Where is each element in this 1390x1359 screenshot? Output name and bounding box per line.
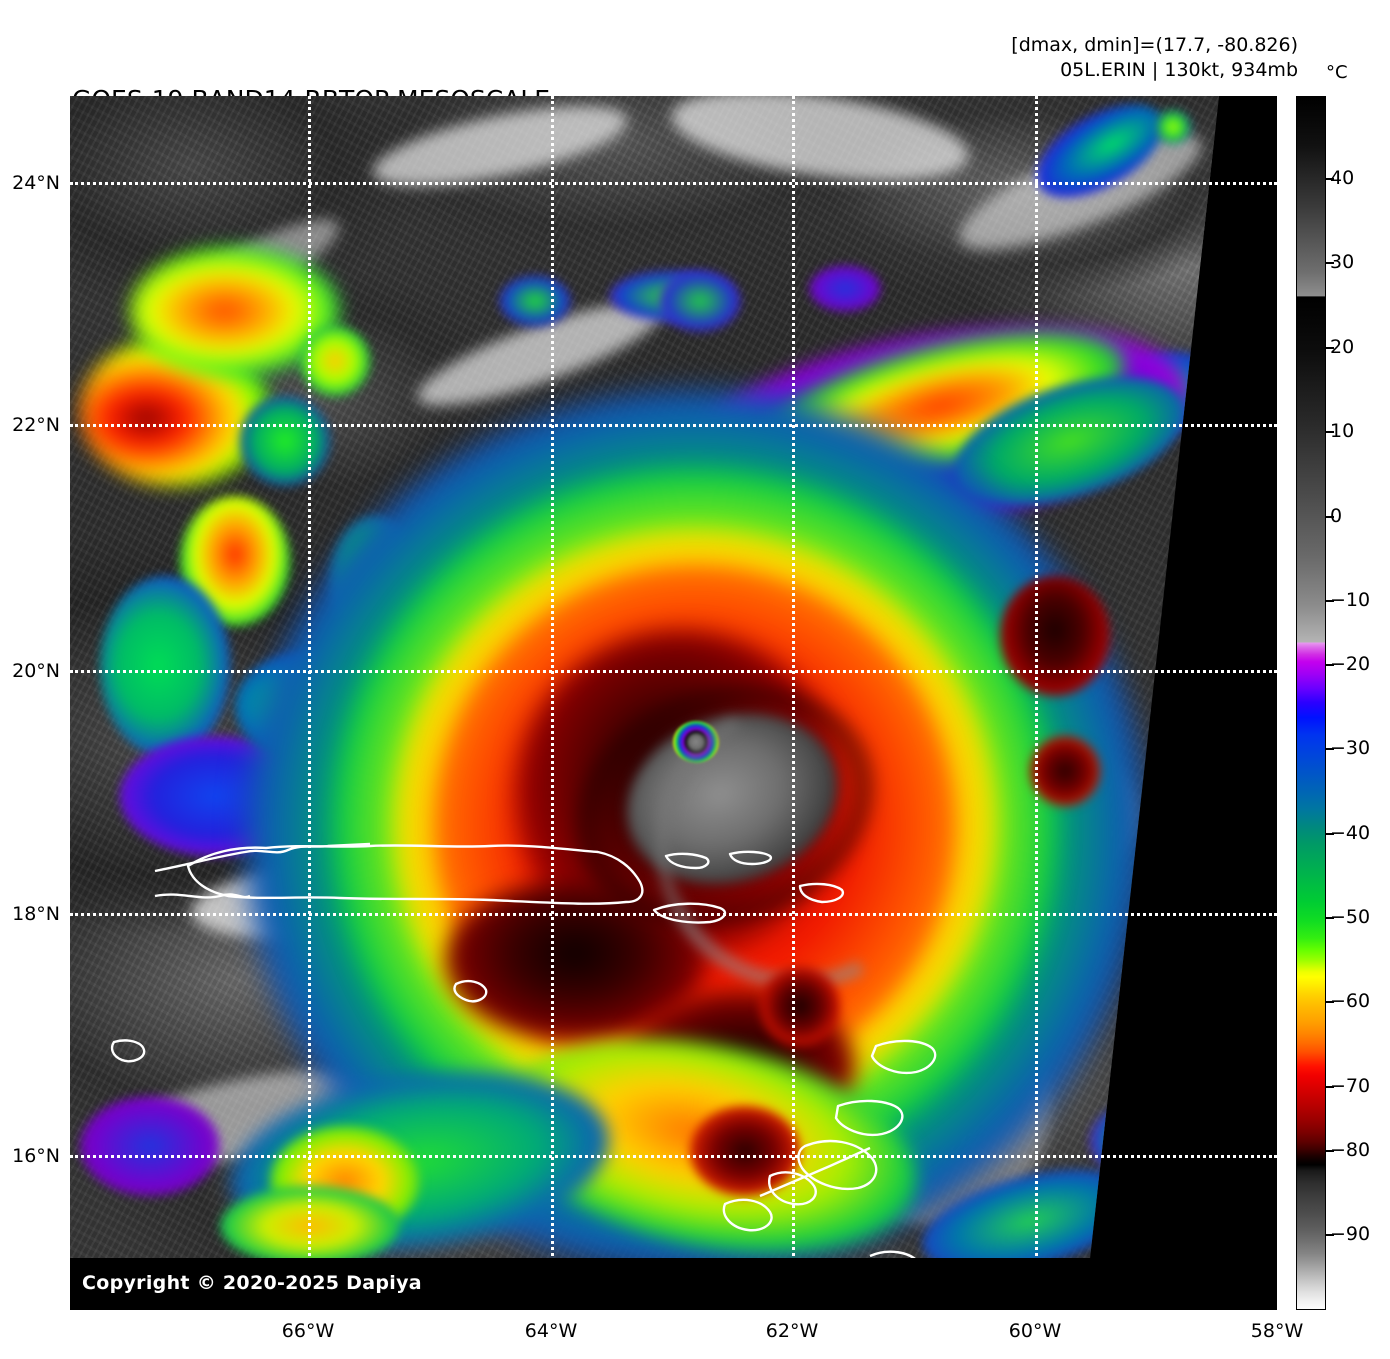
colorbar-tick-label-m10: −10 xyxy=(1330,589,1371,611)
colorbar-tick-mark xyxy=(1326,664,1334,666)
colorbar-tick-label-m80: −80 xyxy=(1330,1139,1371,1161)
colorbar-tick-mark xyxy=(1326,178,1334,180)
storm-eye-center xyxy=(673,721,719,763)
convective-cell xyxy=(1000,576,1110,696)
colorbar-tick-mark xyxy=(1326,833,1334,835)
lon-tick-label-58: 58°W xyxy=(1250,1320,1304,1342)
lon-tick-label-60: 60°W xyxy=(1008,1320,1062,1342)
lon-tick-label-66: 66°W xyxy=(281,1320,335,1342)
convective-cell xyxy=(100,576,230,756)
metadata-block: [dmax, dmin]=(17.7, -80.826) 05L.ERIN | … xyxy=(1011,33,1298,83)
colorbar-tick-mark xyxy=(1326,1234,1334,1236)
colorbar-tick-label-m60: −60 xyxy=(1330,990,1371,1012)
colorbar-tick-mark xyxy=(1326,431,1334,433)
colorbar-unit-label: °C xyxy=(1326,62,1348,83)
colorbar-tick-mark xyxy=(1326,600,1334,602)
convective-cell xyxy=(760,966,840,1046)
convective-cell xyxy=(80,1096,220,1196)
satellite-swath xyxy=(70,96,1220,1259)
lat-tick-label-24: 24°N xyxy=(12,172,60,194)
colorbar-tick-label-0: 0 xyxy=(1330,505,1343,527)
convective-cell xyxy=(240,396,330,486)
hurricane-erin xyxy=(245,391,1145,1259)
lon-tick-label-62: 62°W xyxy=(765,1320,819,1342)
lat-tick-label-16: 16°N xyxy=(12,1145,60,1167)
colorbar-tick-label-20: 20 xyxy=(1330,336,1355,358)
convective-cell xyxy=(660,271,740,331)
colorbar-tick-label-10: 10 xyxy=(1330,420,1355,442)
colorbar-tick-label-m40: −40 xyxy=(1330,822,1371,844)
colorbar-tick-mark xyxy=(1326,262,1334,264)
colorbar-tick-mark xyxy=(1326,347,1334,349)
colorbar-tick-label-30: 30 xyxy=(1330,251,1355,273)
coastline-overlay xyxy=(110,842,937,1259)
footer-strip: Copyright © 2020-2025 Dapiya xyxy=(70,1258,1277,1310)
convective-cell xyxy=(1030,736,1100,806)
colorbar-tick-label-m90: −90 xyxy=(1330,1223,1371,1245)
convective-cell xyxy=(1155,110,1191,144)
colorbar-tick-mark xyxy=(1326,1086,1334,1088)
data-range-annotation: [dmax, dmin]=(17.7, -80.826) xyxy=(1011,34,1298,56)
lat-tick-label-18: 18°N xyxy=(12,903,60,925)
colorbar-tick-mark xyxy=(1326,748,1334,750)
convective-cell xyxy=(300,326,370,396)
convective-cell xyxy=(810,266,880,311)
colorbar-tick-label-m70: −70 xyxy=(1330,1075,1371,1097)
colorbar-tick-label-m30: −30 xyxy=(1330,737,1371,759)
colorbar-tick-label-m50: −50 xyxy=(1330,906,1371,928)
satellite-image-plot: Copyright © 2020-2025 Dapiya xyxy=(70,96,1277,1310)
storm-info-annotation: 05L.ERIN | 130kt, 934mb xyxy=(1060,59,1298,81)
colorbar-tick-label-40: 40 xyxy=(1330,167,1355,189)
colorbar-tick-label-m20: −20 xyxy=(1330,653,1371,675)
colorbar xyxy=(1296,96,1326,1310)
lon-tick-label-64: 64°W xyxy=(524,1320,578,1342)
convective-cell xyxy=(500,276,570,326)
colorbar-tick-mark xyxy=(1326,917,1334,919)
convective-cell xyxy=(690,1106,800,1196)
lat-tick-label-20: 20°N xyxy=(12,660,60,682)
lat-tick-label-22: 22°N xyxy=(12,414,60,436)
colorbar-gradient xyxy=(1297,97,1325,1309)
colorbar-tick-mark xyxy=(1326,1150,1334,1152)
copyright-notice: Copyright © 2020-2025 Dapiya xyxy=(82,1272,422,1294)
colorbar-tick-mark xyxy=(1326,516,1334,518)
colorbar-tick-mark xyxy=(1326,1001,1334,1003)
